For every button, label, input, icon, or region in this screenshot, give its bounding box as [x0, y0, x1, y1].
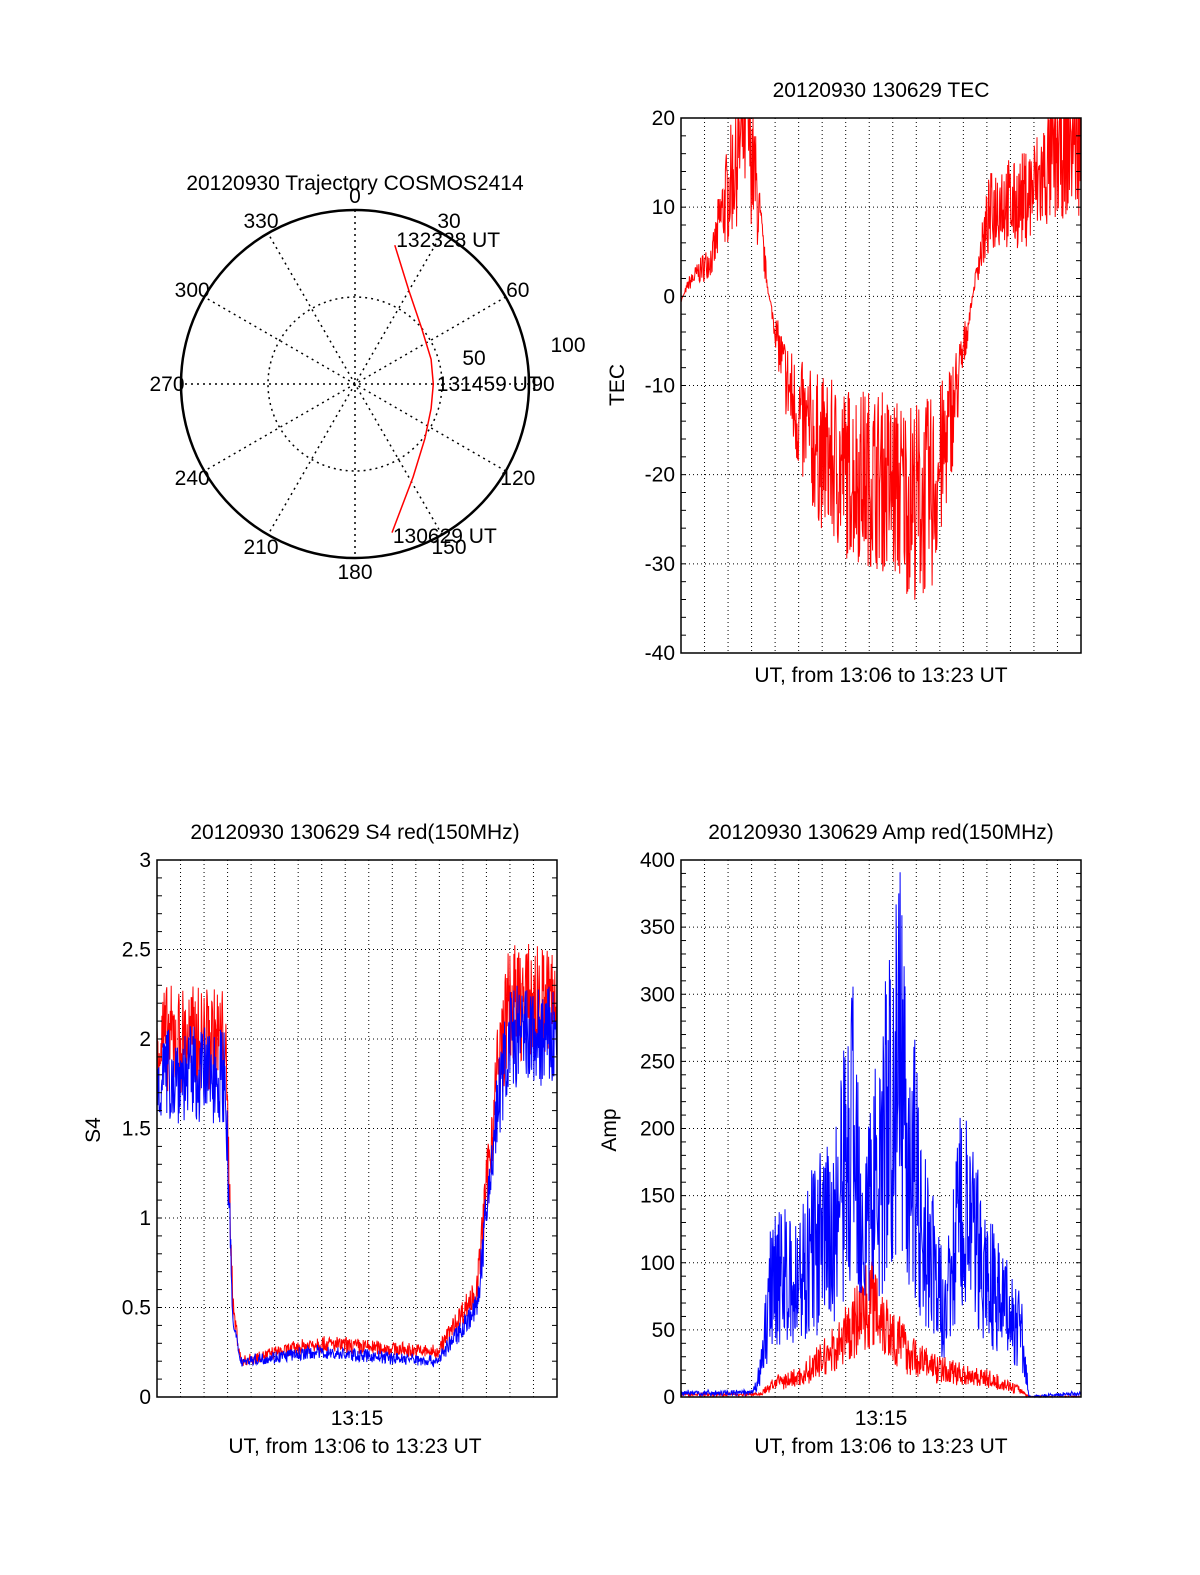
s4-series-line	[156, 985, 558, 1368]
y-tick-label: 150	[640, 1185, 675, 1208]
polar-angle-label: 330	[243, 210, 278, 233]
y-tick-label: 100	[640, 1252, 675, 1275]
polar-angle-label: 30	[437, 210, 460, 233]
y-tick-label: 250	[640, 1050, 675, 1073]
y-tick-label: 50	[652, 1319, 675, 1342]
polar-angle-label: 270	[149, 373, 184, 396]
amp-xlabel: UT, from 13:06 to 13:23 UT	[754, 1435, 1007, 1458]
polar-title: 20120930 Trajectory COSMOS2414	[186, 172, 524, 195]
trajectory-annotations: 132328 UT 131459 UT 130629 UT	[393, 229, 541, 548]
tec-chart: 20120930 130629 TEC 20 10 0 -10 -20 -30 -40 TE…	[606, 79, 1082, 687]
s4-series-line	[156, 943, 558, 1366]
tec-series-line	[680, 117, 1082, 600]
y-tick-label: 2	[139, 1028, 151, 1051]
y-tick-label: -30	[645, 553, 675, 576]
polar-trajectory-chart: 20120930 Trajectory COSMOS2414 0 30 60 90 12…	[149, 172, 585, 584]
trajectory-time-label: 131459 UT	[437, 373, 541, 396]
s4-xlabel: UT, from 13:06 to 13:23 UT	[228, 1435, 481, 1458]
y-tick-label: 1	[139, 1207, 151, 1230]
amp-title: 20120930 130629 Amp red(150MHz)	[708, 821, 1054, 844]
polar-angle-label: 240	[175, 467, 210, 490]
trajectory-time-label: 130629 UT	[393, 525, 497, 548]
s4-ylabel: S4	[82, 1117, 105, 1143]
amp-tick-labels: 0 50 100 150 200 250 300 350 400 13:15	[640, 849, 1081, 1430]
polar-angle-label: 120	[500, 467, 535, 490]
y-tick-label: 2.5	[122, 939, 151, 962]
polar-radius-label-50: 50	[462, 347, 485, 370]
s4-series	[156, 943, 558, 1368]
polar-inner-circle	[267, 296, 443, 472]
y-tick-label: 350	[640, 916, 675, 939]
amp-ylabel: Amp	[598, 1108, 621, 1151]
tec-title: 20120930 130629 TEC	[773, 79, 990, 102]
amp-chart: 20120930 130629 Amp red(150MHz) 0 50 100 15…	[598, 821, 1082, 1458]
polar-angle-label: 90	[531, 373, 554, 396]
trajectory-line	[391, 244, 435, 533]
polar-radius-label-100: 100	[550, 334, 585, 357]
y-tick-label: 20	[652, 107, 675, 130]
y-tick-label: 1.5	[122, 1118, 151, 1141]
polar-angle-label: 300	[175, 279, 210, 302]
polar-spoke	[267, 232, 443, 536]
amp-series-line	[680, 872, 1082, 1399]
polar-spokes	[181, 210, 529, 558]
amp-series	[680, 872, 1082, 1399]
x-tick-label: 13:15	[331, 1407, 384, 1430]
polar-angle-label: 210	[243, 536, 278, 559]
y-tick-label: 0	[139, 1386, 151, 1409]
y-tick-label: 400	[640, 849, 675, 872]
y-tick-label: -10	[645, 375, 675, 398]
y-tick-label: 10	[652, 196, 675, 219]
polar-angle-labels: 0 30 60 90 120 150 180 210 240 270 300 330	[149, 185, 554, 584]
x-tick-label: 13:15	[855, 1407, 908, 1430]
y-tick-label: 0	[663, 285, 675, 308]
tec-series	[680, 117, 1082, 600]
polar-angle-label: 150	[431, 536, 466, 559]
y-tick-label: 0.5	[122, 1297, 151, 1320]
y-tick-label: 3	[139, 849, 151, 872]
s4-title: 20120930 130629 S4 red(150MHz)	[190, 821, 519, 844]
trajectory-time-label: 132328 UT	[396, 229, 500, 252]
polar-angle-label: 60	[506, 279, 529, 302]
tec-grid	[681, 118, 1081, 653]
tec-xlabel: UT, from 13:06 to 13:23 UT	[754, 664, 1007, 687]
s4-tick-labels: 0 0.5 1 1.5 2 2.5 3 13:15	[122, 849, 557, 1430]
y-tick-label: 200	[640, 1118, 675, 1141]
polar-angle-label: 0	[349, 185, 361, 208]
tec-tick-labels: 20 10 0 -10 -20 -30 -40	[645, 107, 1081, 665]
y-tick-label: -20	[645, 464, 675, 487]
y-tick-label: 300	[640, 983, 675, 1006]
y-tick-label: -40	[645, 642, 675, 665]
s4-chart: 20120930 130629 S4 red(150MHz) 0 0.5 1 1.5 2…	[82, 821, 558, 1458]
y-tick-label: 0	[663, 1386, 675, 1409]
tec-ylabel: TEC	[606, 364, 629, 406]
polar-angle-label: 180	[337, 561, 372, 584]
